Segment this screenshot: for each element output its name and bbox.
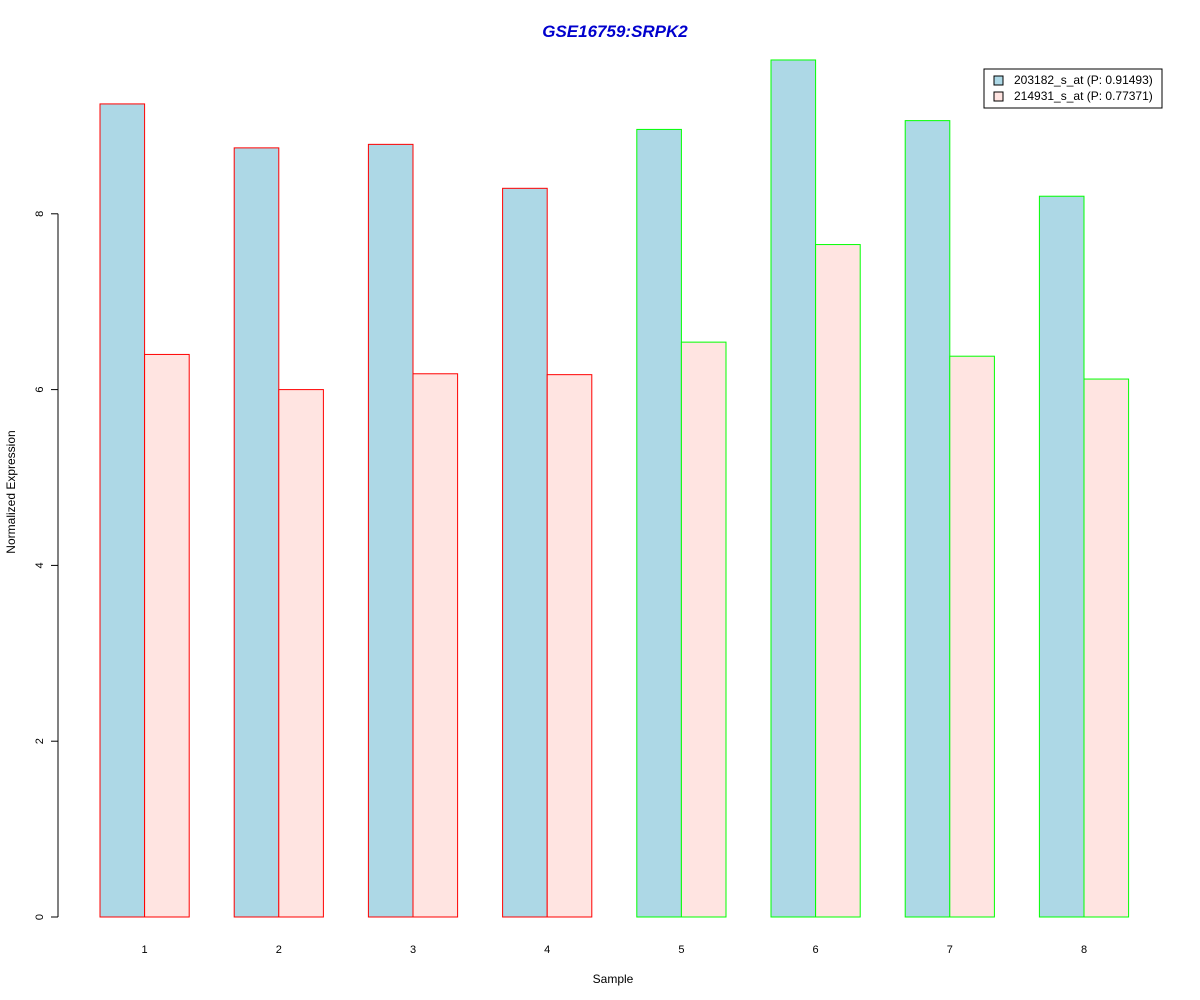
- x-tick-label: 4: [544, 944, 550, 956]
- bar-sample-5-series-2: [680, 341, 727, 918]
- bar-sample-2-series-2: [278, 389, 324, 918]
- y-tick-label: 0: [34, 914, 46, 920]
- legend: 203182_s_at (P: 0.91493) 214931_s_at (P: …: [983, 68, 1163, 109]
- y-axis-label: Normalized Expression: [4, 430, 18, 553]
- bar-sample-8-series-1: [1038, 195, 1085, 918]
- bar-sample-2-series-1: [233, 147, 280, 918]
- bar-sample-3-series-1: [367, 143, 414, 918]
- x-tick-label: 2: [276, 944, 282, 956]
- y-tick-label: 6: [34, 387, 46, 393]
- legend-swatch: [993, 91, 1004, 102]
- bar-sample-4-series-1: [502, 187, 548, 918]
- bar-sample-7-series-1: [904, 120, 951, 918]
- y-tick-label: 2: [34, 738, 46, 744]
- chart-title: GSE16759:SRPK2: [542, 22, 688, 41]
- y-tick-label: 4: [34, 562, 46, 568]
- x-tick-label: 3: [410, 944, 416, 956]
- legend-swatch: [993, 75, 1004, 86]
- bar-sample-8-series-2: [1083, 378, 1130, 918]
- bar-sample-4-series-2: [546, 374, 593, 918]
- bar-sample-6-series-2: [815, 244, 861, 918]
- x-tick-label: 8: [1081, 944, 1087, 956]
- x-tick-label: 7: [947, 944, 953, 956]
- bar-sample-1-series-2: [144, 353, 190, 918]
- legend-box: [983, 68, 1163, 109]
- bar-sample-1-series-1: [99, 103, 146, 918]
- bar-sample-5-series-1: [636, 128, 682, 918]
- x-tick-labels: 1 2 3 4 5 6 7 8: [142, 944, 1088, 956]
- bar-sample-6-series-1: [770, 59, 817, 918]
- bar-sample-3-series-2: [412, 373, 459, 918]
- bars-group: [99, 59, 1130, 918]
- y-axis: 0 2 4 6 8: [34, 211, 59, 920]
- bar-sample-7-series-2: [949, 355, 995, 918]
- legend-entry-label: 203182_s_at (P: 0.91493): [1014, 73, 1153, 87]
- x-tick-label: 1: [142, 944, 148, 956]
- x-tick-label: 5: [678, 944, 684, 956]
- y-tick-label: 8: [34, 211, 46, 217]
- legend-entry-label: 214931_s_at (P: 0.77371): [1014, 89, 1153, 103]
- x-axis-label: Sample: [593, 972, 634, 986]
- x-tick-label: 6: [813, 944, 819, 956]
